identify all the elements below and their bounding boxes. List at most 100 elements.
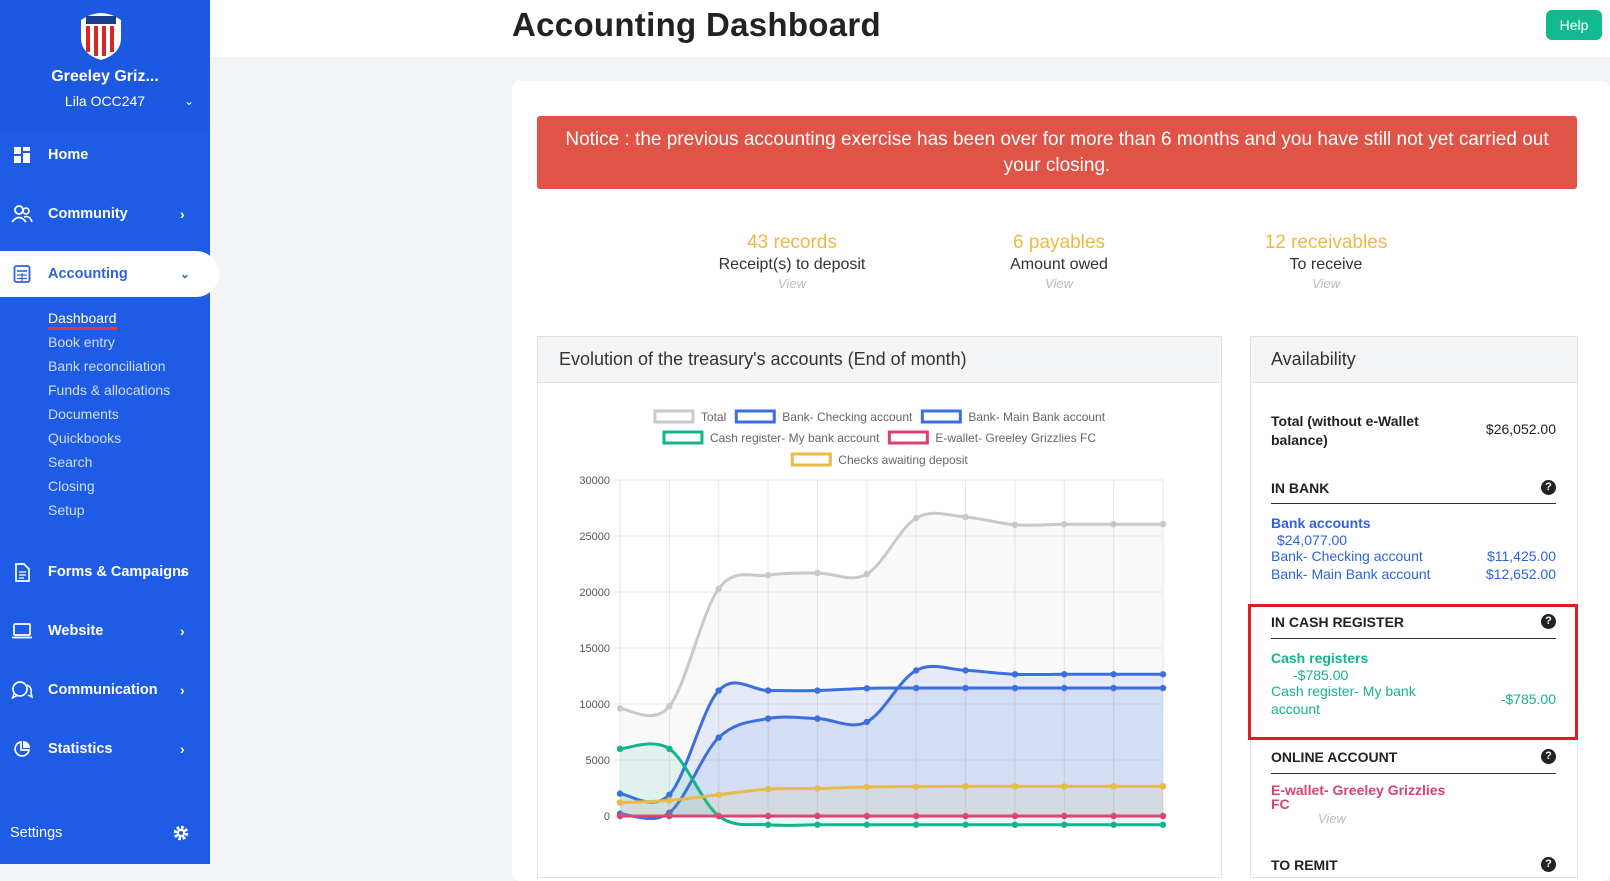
- document-icon: [11, 562, 33, 582]
- top-bar: [210, 0, 1610, 57]
- cash-registers-total: -$785.00: [1293, 667, 1349, 683]
- nav-community[interactable]: Community ›: [0, 191, 210, 237]
- subnav-book-entry[interactable]: Book entry: [48, 334, 115, 350]
- y-tick-label: 10000: [579, 699, 610, 711]
- gear-icon[interactable]: [172, 824, 190, 842]
- nav-label: Website: [48, 623, 104, 639]
- subnav-funds-allocations[interactable]: Funds & allocations: [48, 382, 171, 398]
- legend-label: E-wallet- Greeley Grizzlies FC: [935, 431, 1096, 445]
- cash-register-value: -$785.00: [1500, 691, 1556, 707]
- stat-label: Amount owed: [1010, 256, 1108, 273]
- to-remit-title: TO REMIT: [1271, 857, 1338, 873]
- data-point: [616, 812, 624, 820]
- data-point: [1110, 521, 1117, 528]
- availability-title: Availability: [1251, 337, 1577, 383]
- stat-number: 12 receivables: [1264, 232, 1388, 253]
- help-circle-icon[interactable]: ?: [1541, 857, 1556, 872]
- stat-receivables: 12 receivables To receive View: [1196, 232, 1456, 291]
- stat-label: To receive: [1289, 256, 1363, 273]
- help-button[interactable]: Help: [1546, 10, 1602, 40]
- settings-link[interactable]: Settings: [0, 802, 210, 864]
- data-point: [1011, 671, 1019, 678]
- subnav-documents[interactable]: Documents: [48, 406, 119, 422]
- ewallet-view-link[interactable]: View: [1318, 811, 1346, 826]
- data-point: [1159, 671, 1167, 678]
- club-name: Greeley Griz...: [51, 68, 159, 85]
- data-point: [1011, 521, 1019, 528]
- help-circle-icon[interactable]: ?: [1541, 614, 1556, 629]
- laptop-icon: [11, 621, 33, 641]
- data-point: [814, 687, 821, 694]
- cash-register-name[interactable]: Cash register- My bank account: [1271, 683, 1416, 717]
- help-circle-icon[interactable]: ?: [1541, 749, 1556, 764]
- bank-account-value: $12,652.00: [1485, 566, 1556, 582]
- subnav-bank-reconciliation[interactable]: Bank reconciliation: [48, 358, 166, 374]
- data-point: [863, 570, 871, 578]
- nav-forms-campaigns[interactable]: Forms & Campaigns ›: [0, 549, 210, 595]
- data-point: [616, 745, 624, 752]
- stat-number: 43 records: [747, 232, 837, 253]
- series-area: [620, 666, 1163, 819]
- nav-label: Home: [48, 147, 89, 163]
- nav-website[interactable]: Website ›: [0, 608, 210, 654]
- data-point: [1061, 671, 1068, 678]
- nav-label: Statistics: [48, 741, 113, 757]
- bank-account-name[interactable]: Bank- Main Bank account: [1271, 566, 1431, 582]
- data-point: [616, 705, 624, 712]
- data-point: [715, 791, 722, 798]
- data-point: [1110, 821, 1117, 828]
- y-tick-label: 15000: [579, 643, 610, 655]
- total-value: $26,052.00: [1485, 421, 1556, 437]
- data-point: [1159, 684, 1167, 692]
- data-point: [912, 821, 920, 828]
- sidebar: Greeley Griz... Lila OCC247 ⌄ Home Commu…: [0, 0, 219, 864]
- online-account-title: ONLINE ACCOUNT: [1271, 749, 1398, 765]
- data-point: [1159, 521, 1167, 528]
- nav-communication[interactable]: Communication ›: [0, 667, 210, 713]
- data-point: [962, 783, 969, 790]
- subnav-setup[interactable]: Setup: [48, 502, 85, 518]
- divider: [1271, 638, 1556, 639]
- legend-label: Cash register- My bank account: [710, 431, 880, 445]
- data-point: [863, 812, 871, 820]
- bank-accounts-label[interactable]: Bank accounts: [1271, 515, 1371, 531]
- nav-home[interactable]: Home: [0, 132, 210, 178]
- club-header[interactable]: Greeley Griz... Lila OCC247 ⌄: [0, 0, 210, 130]
- stat-receipts: 43 records Receipt(s) to deposit View: [662, 232, 922, 291]
- data-point: [666, 703, 673, 710]
- data-point: [912, 812, 920, 820]
- legend-label: Total: [701, 410, 726, 424]
- subnav-quickbooks[interactable]: Quickbooks: [48, 430, 122, 446]
- stat-view-link[interactable]: View: [1312, 276, 1340, 291]
- subnav-dashboard[interactable]: Dashboard: [48, 310, 117, 330]
- chevron-right-icon: ›: [180, 741, 185, 757]
- y-tick-label: 25000: [579, 531, 610, 543]
- data-point: [863, 783, 871, 791]
- chevron-down-icon[interactable]: ⌄: [184, 94, 195, 108]
- data-point: [1011, 812, 1019, 820]
- subnav-search[interactable]: Search: [48, 454, 93, 470]
- nav-label: Accounting: [48, 266, 128, 282]
- calculator-icon: [11, 264, 33, 284]
- stat-view-link[interactable]: View: [778, 276, 806, 291]
- bank-account-name[interactable]: Bank- Checking account: [1271, 548, 1423, 564]
- users-icon: [11, 204, 33, 224]
- data-point: [1061, 684, 1068, 692]
- nav-accounting[interactable]: Accounting ⌄: [0, 251, 219, 297]
- cash-registers-label[interactable]: Cash registers: [1271, 650, 1369, 666]
- data-point: [814, 569, 821, 577]
- treasury-line-chart: 30000 25000 20000 15000 10000 5000 0 Total Bank-…: [579, 409, 1167, 828]
- nav-statistics[interactable]: Statistics ›: [0, 726, 210, 772]
- chevron-right-icon: ›: [180, 682, 185, 698]
- stat-view-link[interactable]: View: [1045, 276, 1073, 291]
- data-point: [1110, 783, 1117, 790]
- ewallet-name[interactable]: E-wallet- Greeley Grizzlies FC: [1271, 782, 1446, 812]
- help-circle-icon[interactable]: ?: [1541, 480, 1556, 495]
- notice-banner: Notice : the previous accounting exercis…: [537, 116, 1577, 189]
- subnav-closing[interactable]: Closing: [48, 478, 95, 494]
- legend-label: Checks awaiting deposit: [838, 453, 968, 467]
- page-title: Accounting Dashboard: [512, 6, 882, 43]
- data-point: [912, 684, 920, 692]
- data-point: [1110, 671, 1117, 678]
- data-point: [666, 812, 673, 820]
